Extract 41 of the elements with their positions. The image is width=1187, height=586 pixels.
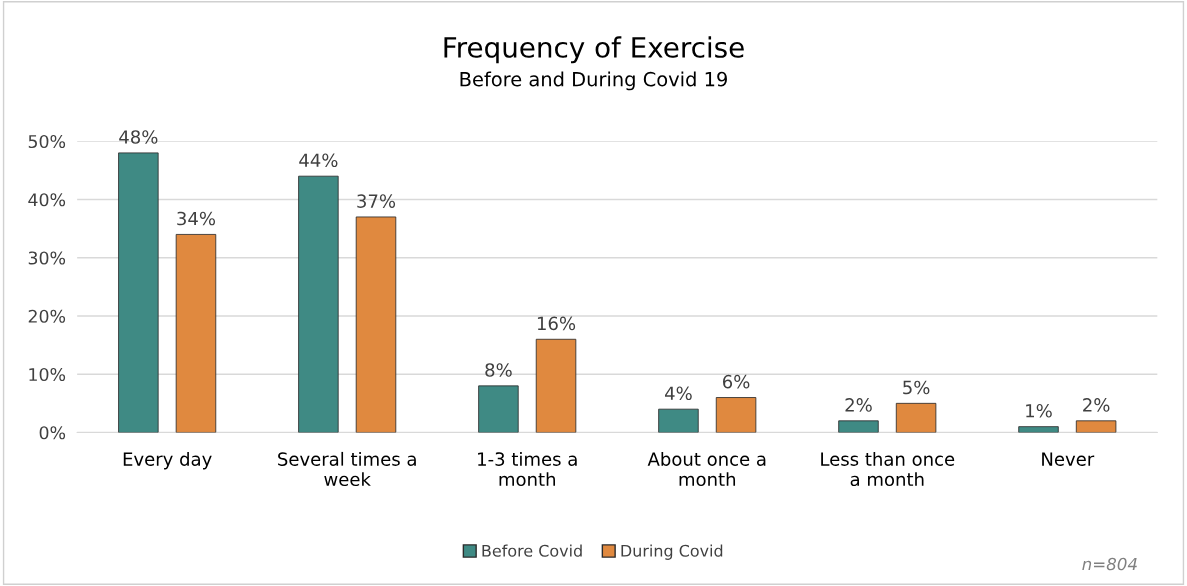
bar: [118, 152, 159, 433]
text: n=804: [1082, 557, 1137, 571]
x-tick-label: Never: [1042, 452, 1095, 466]
bar: [535, 338, 577, 433]
chart-subtitle: Before and During Covid 19: [460, 71, 727, 91]
legend-label: During Covid: [621, 544, 723, 560]
data-label: 1%: [1026, 403, 1052, 418]
data-label: 37%: [357, 194, 396, 208]
y-tick-label: 10%: [29, 367, 66, 382]
data-label: 2%: [845, 398, 872, 412]
x-tick-label: Several times a week: [278, 451, 416, 487]
data-label: 4%: [665, 386, 692, 401]
bar: [895, 402, 937, 433]
data-label: 8%: [485, 363, 512, 377]
bar: [1075, 420, 1117, 433]
bar: [478, 385, 519, 433]
bar: [715, 397, 757, 433]
data-label: 34%: [177, 211, 216, 226]
data-label: 5%: [903, 380, 930, 395]
y-tick-label: 0%: [39, 426, 66, 440]
bar: [658, 408, 699, 433]
data-label: 16%: [537, 316, 576, 331]
data-label: 2%: [1083, 398, 1110, 412]
bar: [1018, 426, 1059, 433]
x-tick-label: Every day: [123, 451, 212, 470]
bar: [838, 420, 879, 433]
y-tick-label: 40%: [28, 193, 66, 207]
y-tick-label: 30%: [28, 251, 66, 265]
x-tick-label: About once a month: [647, 451, 766, 487]
y-tick-label: 20%: [28, 309, 66, 323]
data-label: 44%: [299, 153, 338, 168]
bar: [175, 234, 217, 433]
bar: [298, 175, 339, 433]
bar: [355, 216, 397, 433]
data-label: 48%: [119, 130, 158, 144]
x-tick-label: Less than once a month: [821, 451, 955, 487]
data-label: 6%: [723, 374, 750, 389]
x-tick-label: 1-3 times a month: [478, 451, 577, 487]
chart-title: Frequency of Exercise: [444, 36, 744, 64]
y-tick-label: 50%: [28, 134, 66, 149]
legend-label: Before Covid: [482, 544, 582, 557]
